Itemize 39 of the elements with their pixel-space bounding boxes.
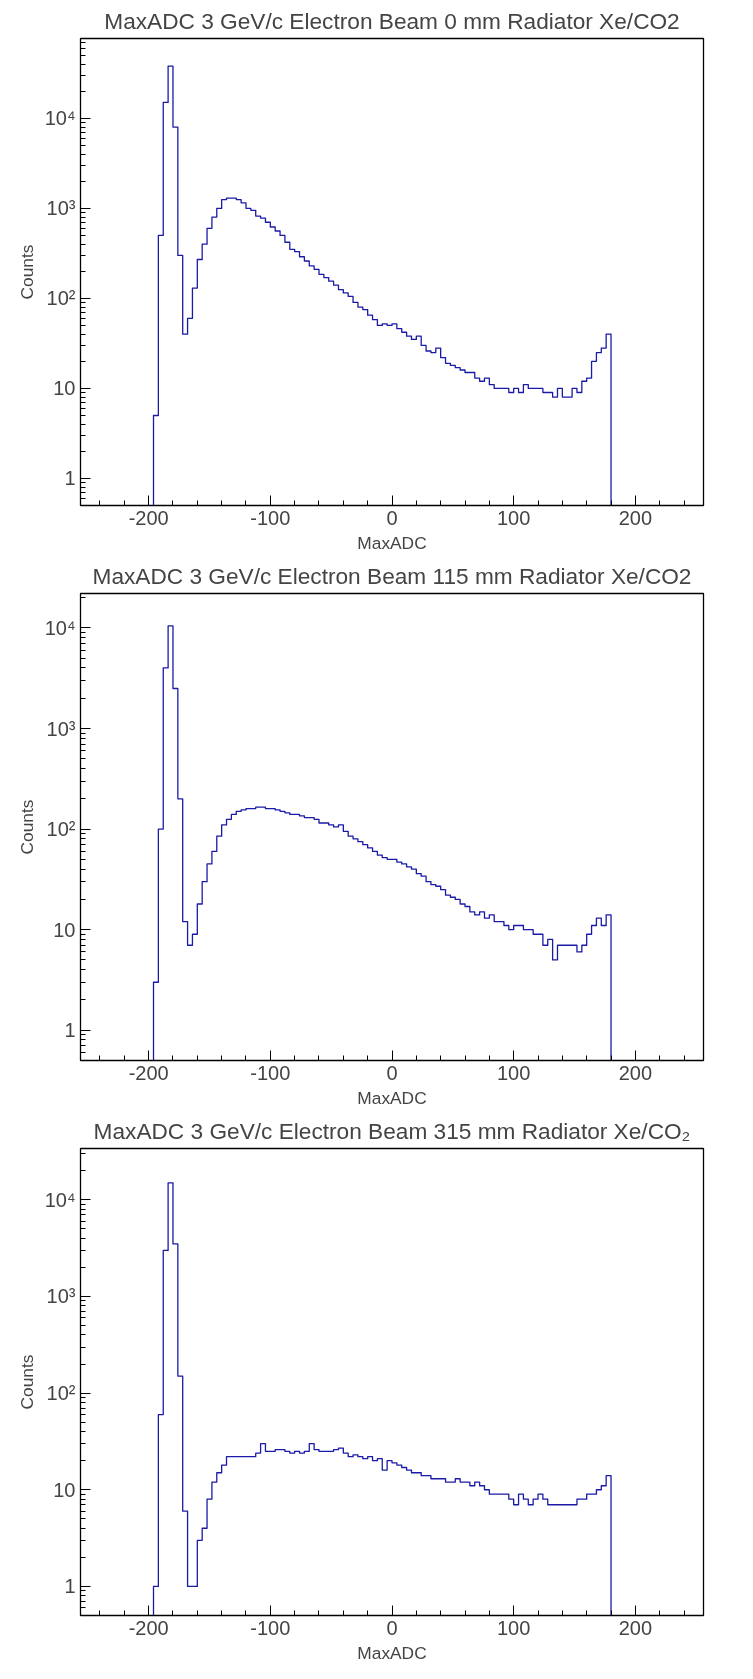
x-tick-label: 200	[618, 1616, 653, 1639]
x-axis-title: MaxADC	[357, 532, 427, 553]
y-tick-label: 10²	[46, 287, 76, 310]
y-tick-label: 1	[64, 1019, 76, 1042]
x-tick-label: 200	[618, 506, 653, 529]
y-tick-label: 10	[53, 1478, 76, 1501]
y-tick-label: 10²	[46, 818, 76, 841]
y-tick-label: 10²	[46, 1382, 76, 1405]
y-tick-label: 1	[64, 467, 76, 490]
x-tick-label: -100	[250, 1061, 291, 1084]
x-tick-label: 0	[386, 506, 398, 529]
y-tick-label: 10³	[46, 1285, 76, 1308]
x-tick-label: 100	[497, 1061, 531, 1084]
y-tick-label: 10³	[46, 197, 76, 220]
y-tick-label: 10³	[46, 717, 76, 740]
chart-title: MaxADC 3 GeV/c Electron Beam 315 mm Radiator Xe/CO₂	[93, 1117, 691, 1144]
x-tick-label: -200	[128, 1616, 169, 1639]
x-axis-title: MaxADC	[357, 1642, 427, 1663]
x-tick-label: -200	[128, 506, 169, 529]
x-tick-label: 100	[497, 506, 531, 529]
y-axis-title: Counts	[16, 799, 37, 855]
chart-title: MaxADC 3 GeV/c Electron Beam 0 mm Radiator Xe/CO2	[104, 7, 680, 34]
y-tick-label: 1	[64, 1575, 76, 1598]
x-tick-label: -100	[250, 1616, 291, 1639]
y-axis-title: Counts	[16, 1354, 37, 1410]
y-tick-label: 10	[53, 918, 76, 941]
y-tick-label: 10	[53, 377, 76, 400]
x-tick-label: -200	[128, 1061, 169, 1084]
y-tick-label: 10⁴	[44, 1188, 76, 1211]
y-tick-label: 10⁴	[44, 107, 76, 130]
chart-title: MaxADC 3 GeV/c Electron Beam 115 mm Radiator Xe/CO2	[92, 562, 692, 589]
x-tick-label: 0	[386, 1616, 398, 1639]
x-tick-label: 0	[386, 1061, 398, 1084]
x-tick-label: 200	[618, 1061, 653, 1084]
x-tick-label: 100	[497, 1616, 531, 1639]
y-tick-label: 10⁴	[44, 616, 76, 639]
x-tick-label: -100	[250, 506, 291, 529]
y-axis-title: Counts	[16, 244, 37, 300]
x-axis-title: MaxADC	[357, 1087, 427, 1108]
